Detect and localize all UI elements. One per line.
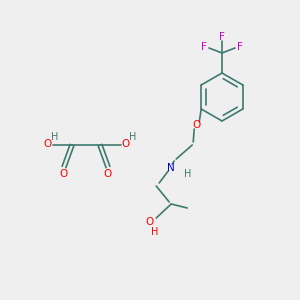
- Text: H: H: [151, 227, 158, 237]
- Text: O: O: [145, 217, 153, 227]
- Text: O: O: [104, 169, 112, 179]
- Text: O: O: [44, 139, 52, 149]
- Text: H: H: [184, 169, 191, 179]
- Text: F: F: [219, 32, 225, 42]
- Text: O: O: [192, 120, 200, 130]
- Text: N: N: [167, 163, 175, 173]
- Text: O: O: [122, 139, 130, 149]
- Text: O: O: [60, 169, 68, 179]
- Text: F: F: [201, 42, 207, 52]
- Text: H: H: [129, 132, 137, 142]
- Text: F: F: [237, 42, 243, 52]
- Text: H: H: [51, 132, 59, 142]
